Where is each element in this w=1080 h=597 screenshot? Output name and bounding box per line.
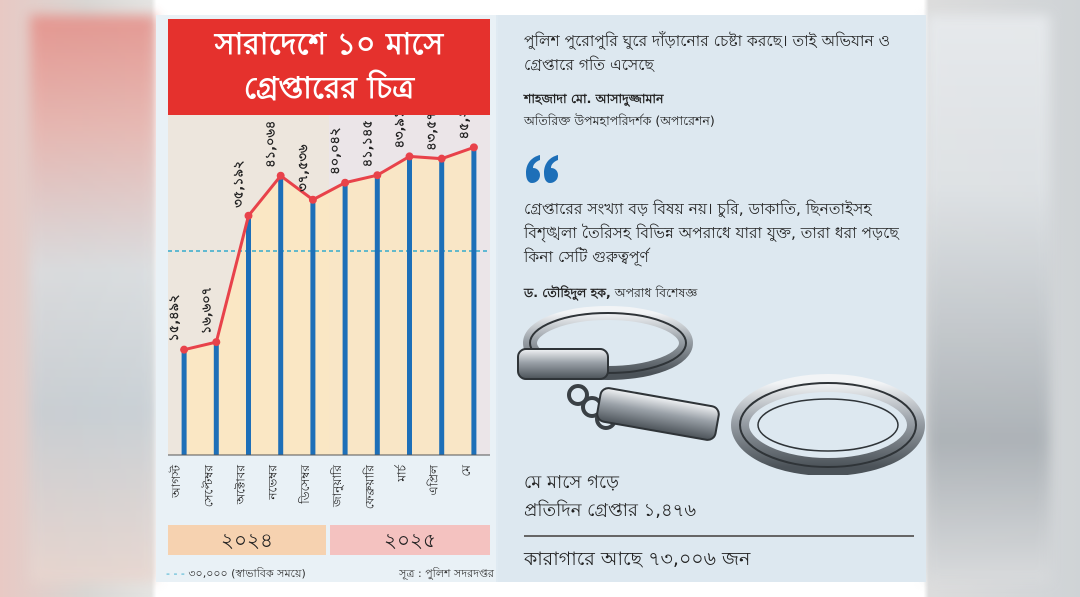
category-label-3: নভেম্বর (266, 465, 280, 501)
chart-title-line2: গ্রেপ্তারের চিত্র (243, 71, 415, 106)
quote2-name: ড. তৌহিদুল হক, (524, 285, 611, 300)
point-8 (437, 154, 446, 163)
year-label-2025: ২০২৫ (330, 525, 490, 555)
quote1-text: পুলিশ পুরোপুরি ঘুরে দাঁড়ানোর চেষ্টা করছ… (524, 32, 891, 74)
stat-divider (524, 535, 914, 537)
point-3 (276, 171, 285, 180)
value-label-0: ১৫,৪৯২ (167, 295, 182, 342)
chart-footnote: - - - ৩০,০০০ (স্বাভাবিক সময়ে) সূত্র : প… (166, 565, 494, 582)
point-9 (469, 143, 478, 152)
point-5 (341, 178, 350, 187)
daily-arrest-line1: মে মাসে গড়ে (524, 472, 619, 493)
value-label-6: ৪১,১৪৫ (360, 120, 375, 167)
point-7 (405, 152, 414, 161)
value-label-7: ৪৩,৯১০ (393, 115, 408, 148)
chart-title-box: সারাদেশে ১০ মাসে গ্রেপ্তারের চিত্র (168, 19, 490, 115)
point-2 (244, 211, 253, 220)
year-label-2024: ২০২৪ (168, 525, 326, 555)
chart-title-line1: সারাদেশে ১০ মাসে (214, 27, 444, 62)
quote2-attribution: ড. তৌহিদুল হক, অপরাধ বিশেষজ্ঞ (524, 285, 697, 305)
value-label-9: ৪৫,২৩৮ (457, 115, 472, 139)
reference-label: ৩০,০০০ (স্বাভাবিক সময়ে) (188, 567, 306, 580)
quote1-name: শাহজাদা মো. আসাদুজ্জামান (524, 91, 664, 106)
daily-arrest-stat: মে মাসে গড়ে প্রতিদিন গ্রেপ্তার ১,৪৭৬ (524, 469, 784, 525)
daily-arrest-line2: প্রতিদিন গ্রেপ্তার ১,৪৭৬ (524, 500, 697, 521)
value-label-4: ৩৭,৫৩৬ (296, 144, 311, 192)
value-label-1: ১৬,৬০৭ (199, 287, 214, 334)
infographic-card: সারাদেশে ১০ মাসে গ্রেপ্তারের চিত্র ১৫,৪৯… (156, 15, 926, 582)
reference-legend: - - - ৩০,০০০ (স্বাভাবিক সময়ে) (166, 567, 306, 580)
point-4 (308, 195, 317, 204)
category-label-4: ডিসেম্বর (298, 465, 312, 505)
point-6 (373, 171, 382, 180)
arrest-chart: ১৫,৪৯২ ১৬,৬০৭ ৩৫,১৯২ ৪১,০৬৪ ৩৭,৫৩৬ ৪০,০৪২ ৪১,১… (167, 115, 490, 510)
category-label-7: মার্চ (395, 464, 409, 483)
value-label-2: ৩৫,১৯২ (232, 161, 247, 208)
area-fill (184, 147, 474, 455)
category-label-6: ফেব্রুয়ারি (362, 465, 376, 510)
quote1-role: অতিরিক্ত উপমহাপরিদর্শক (অপারেশন) (524, 113, 715, 128)
quote2-role: অপরাধ বিশেষজ্ঞ (610, 285, 698, 300)
blurred-right-edge (926, 15, 1050, 582)
chart-panel: সারাদেশে ১০ মাসে গ্রেপ্তারের চিত্র ১৫,৪৯… (156, 15, 496, 582)
handcuffs-icon (517, 306, 925, 475)
point-0 (180, 345, 189, 354)
value-label-5: ৪০,০৪২ (328, 128, 343, 175)
category-label-0: আগস্ট (169, 464, 183, 499)
prison-count-stat: কারাগারে আছে ৭৩,০০৬ জন (524, 548, 751, 570)
blurred-left-edge (30, 15, 156, 582)
value-label-8: ৪৩,৫৭৬ (425, 115, 440, 151)
quote2-text: গ্রেপ্তারের সংখ্যা বড় বিষয় নয়। চুরি, … (524, 200, 899, 266)
point-1 (212, 338, 221, 347)
category-label-9: মে (459, 465, 473, 477)
category-label-5: জানুয়ারি (330, 465, 345, 508)
category-label-2: অক্টোবর (234, 465, 248, 506)
series-line (183, 145, 475, 352)
category-label-8: এপ্রিল (427, 464, 441, 496)
value-label-3: ৪১,০৬৪ (264, 121, 279, 168)
quote-panel: পুলিশ পুরোপুরি ঘুরে দাঁড়ানোর চেষ্টা করছ… (498, 15, 926, 582)
source-note: সূত্র : পুলিশ সদরদপ্তর (399, 567, 494, 580)
quote-mark-icon (526, 155, 558, 183)
category-label-1: সেপ্টেম্বর (201, 465, 215, 508)
